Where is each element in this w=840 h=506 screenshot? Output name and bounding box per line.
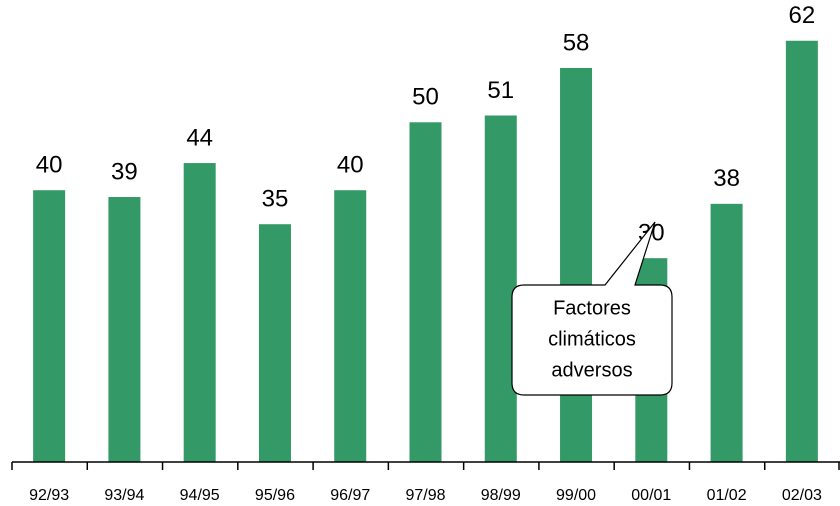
bar xyxy=(484,115,517,462)
bar xyxy=(258,224,291,462)
x-tick-label: 98/99 xyxy=(481,487,521,504)
bar xyxy=(785,40,818,462)
x-tick-label: 97/98 xyxy=(405,487,445,504)
bar xyxy=(108,197,141,462)
x-tick-label: 01/02 xyxy=(707,487,747,504)
value-label: 62 xyxy=(789,2,816,29)
value-label: 51 xyxy=(487,77,514,104)
callout xyxy=(511,221,673,396)
x-tick-label: 92/93 xyxy=(29,487,69,504)
value-label: 40 xyxy=(36,152,63,179)
value-label: 44 xyxy=(186,124,213,151)
annotation-text: climáticos xyxy=(548,328,636,350)
annotation-text: adversos xyxy=(551,359,632,381)
bar xyxy=(183,163,216,462)
x-tick-label: 99/00 xyxy=(556,487,596,504)
x-tick-label: 02/03 xyxy=(782,487,822,504)
x-tick-label: 93/94 xyxy=(104,487,144,504)
value-label: 35 xyxy=(262,186,289,213)
value-label: 38 xyxy=(713,165,740,192)
bar xyxy=(334,190,367,462)
value-label: 40 xyxy=(337,152,364,179)
x-tick-label: 94/95 xyxy=(180,487,220,504)
bar xyxy=(560,67,593,463)
x-tick-label: 96/97 xyxy=(330,487,370,504)
annotation-text: Factores xyxy=(553,297,631,319)
value-label: 50 xyxy=(412,84,439,111)
bar xyxy=(409,122,442,462)
x-tick-label: 95/96 xyxy=(255,487,295,504)
bar xyxy=(710,203,743,462)
value-label: 39 xyxy=(111,158,138,185)
bar xyxy=(33,190,66,462)
value-label: 58 xyxy=(563,29,590,56)
x-tick-label: 00/01 xyxy=(631,487,671,504)
